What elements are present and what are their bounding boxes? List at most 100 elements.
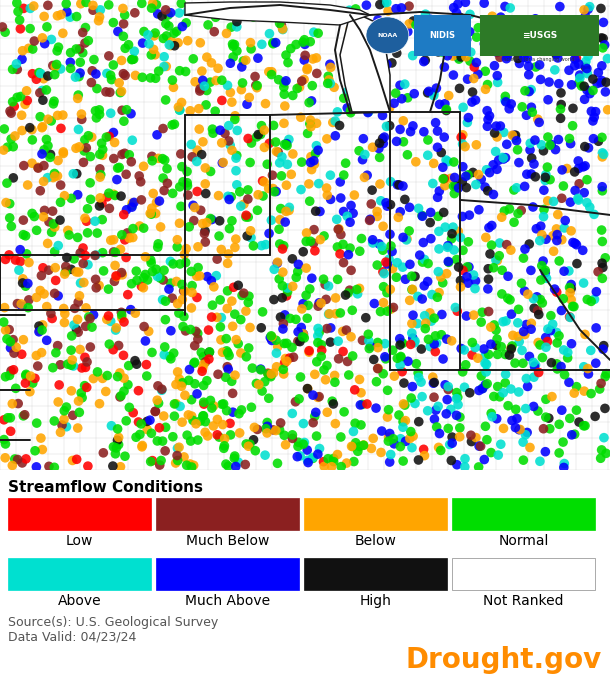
Point bbox=[599, 340, 609, 351]
Point bbox=[127, 278, 137, 289]
Point bbox=[300, 74, 309, 85]
Point bbox=[201, 99, 211, 110]
Point bbox=[59, 148, 68, 159]
Point bbox=[522, 373, 531, 384]
Point bbox=[109, 60, 118, 71]
Point bbox=[417, 391, 427, 402]
Point bbox=[15, 23, 25, 34]
Point bbox=[113, 340, 123, 351]
Point bbox=[101, 132, 111, 143]
FancyBboxPatch shape bbox=[414, 15, 471, 56]
Point bbox=[186, 139, 196, 150]
Point bbox=[481, 84, 490, 95]
Point bbox=[407, 442, 417, 453]
Point bbox=[302, 227, 312, 238]
Point bbox=[372, 259, 382, 270]
Point bbox=[223, 258, 232, 269]
Point bbox=[72, 11, 82, 22]
Point bbox=[253, 80, 262, 91]
Point bbox=[423, 150, 432, 161]
Point bbox=[509, 130, 519, 141]
Point bbox=[385, 120, 395, 131]
Point bbox=[585, 202, 595, 213]
Point bbox=[379, 281, 389, 292]
Point bbox=[378, 368, 388, 379]
Point bbox=[346, 441, 356, 452]
Point bbox=[484, 349, 493, 360]
Point bbox=[472, 139, 481, 150]
Point bbox=[423, 276, 432, 287]
Point bbox=[323, 189, 332, 200]
Point bbox=[454, 54, 464, 65]
Point bbox=[499, 127, 509, 138]
Point bbox=[506, 309, 516, 320]
Point bbox=[580, 94, 589, 105]
Point bbox=[127, 54, 137, 65]
Point bbox=[246, 43, 256, 54]
Point bbox=[398, 456, 408, 466]
Point bbox=[543, 336, 553, 347]
Point bbox=[29, 1, 38, 12]
Point bbox=[151, 73, 160, 84]
Point bbox=[204, 325, 213, 335]
Point bbox=[513, 45, 523, 56]
Point bbox=[157, 436, 167, 447]
Point bbox=[137, 440, 147, 451]
Point bbox=[259, 142, 269, 153]
Point bbox=[152, 394, 162, 405]
Point bbox=[525, 145, 535, 155]
Point bbox=[79, 277, 88, 288]
Point bbox=[296, 322, 306, 333]
Point bbox=[476, 316, 486, 327]
Point bbox=[312, 118, 321, 129]
Point bbox=[140, 251, 150, 262]
Point bbox=[63, 225, 73, 236]
Point bbox=[469, 73, 479, 84]
Point bbox=[124, 361, 134, 371]
Point bbox=[45, 152, 55, 163]
Point bbox=[458, 265, 468, 276]
Point bbox=[253, 205, 262, 216]
Point bbox=[282, 287, 292, 297]
Point bbox=[497, 342, 506, 352]
Point bbox=[187, 266, 196, 277]
Point bbox=[175, 181, 185, 192]
Point bbox=[598, 33, 608, 44]
Point bbox=[274, 158, 284, 168]
Point bbox=[329, 456, 339, 467]
Point bbox=[39, 73, 49, 84]
Point bbox=[476, 371, 486, 382]
Point bbox=[83, 259, 93, 270]
Point bbox=[498, 423, 508, 434]
Point bbox=[408, 430, 418, 441]
Point bbox=[392, 272, 401, 282]
Point bbox=[181, 243, 191, 254]
Point bbox=[331, 130, 340, 141]
Point bbox=[114, 432, 124, 443]
Point bbox=[465, 56, 475, 67]
Point bbox=[246, 37, 256, 48]
Point bbox=[458, 367, 467, 378]
Point bbox=[162, 163, 172, 174]
Point bbox=[572, 381, 581, 392]
Point bbox=[217, 95, 227, 106]
Point bbox=[282, 282, 292, 293]
Point bbox=[431, 117, 440, 128]
Point bbox=[389, 302, 398, 313]
Point bbox=[402, 234, 412, 244]
Point bbox=[21, 369, 31, 380]
Point bbox=[117, 230, 127, 240]
Point bbox=[467, 337, 477, 348]
Point bbox=[238, 77, 248, 88]
Point bbox=[21, 370, 30, 381]
Point bbox=[246, 138, 256, 149]
Point bbox=[603, 105, 610, 115]
Point bbox=[370, 298, 379, 309]
Point bbox=[582, 175, 592, 185]
Point bbox=[404, 225, 414, 236]
Point bbox=[102, 191, 112, 202]
Point bbox=[438, 162, 448, 172]
Point bbox=[438, 278, 448, 289]
Point bbox=[53, 240, 63, 251]
Point bbox=[312, 68, 321, 79]
